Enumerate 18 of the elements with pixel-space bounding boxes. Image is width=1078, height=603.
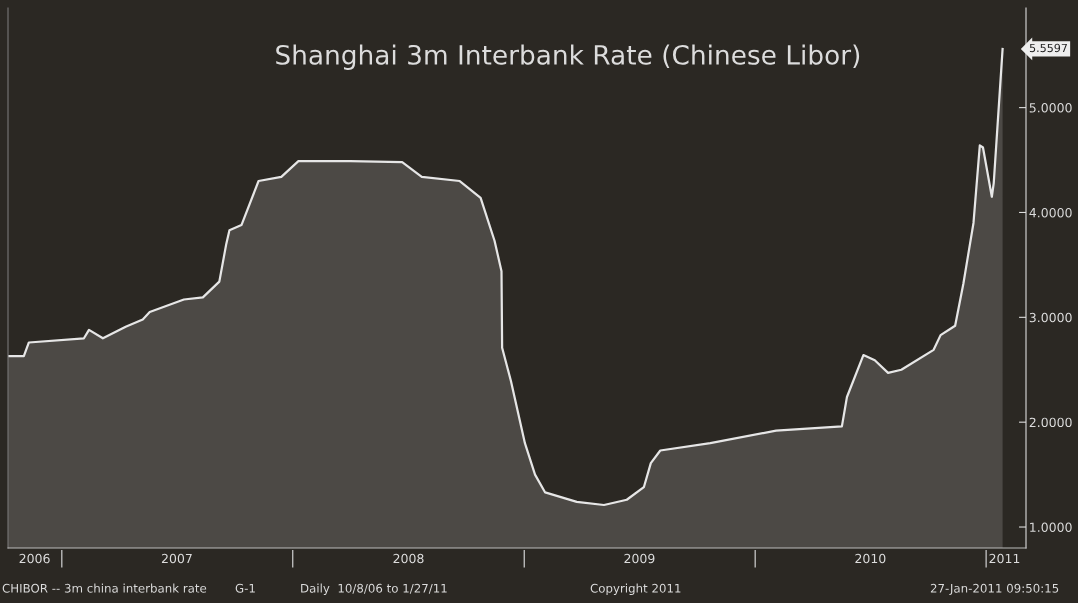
y-tick-label: 5.0000 bbox=[1029, 103, 1072, 113]
x-tick-label: 2011 bbox=[989, 553, 1020, 564]
x-tick-label: 2009 bbox=[624, 553, 655, 564]
text: 27-Jan-2011 09:50:15 bbox=[930, 583, 1059, 595]
x-tick-label: 2007 bbox=[161, 553, 192, 564]
text: G-1 bbox=[235, 583, 255, 593]
y-tick-label: 3.0000 bbox=[1029, 312, 1072, 323]
y-tick-label: 4.0000 bbox=[1029, 207, 1072, 218]
x-tick-label: 2010 bbox=[855, 553, 886, 564]
text: Copyright 2011 bbox=[590, 583, 681, 595]
x-tick-label: 2006 bbox=[19, 553, 50, 564]
x-tick-label: 2008 bbox=[393, 553, 424, 564]
y-tick-label: 2.0000 bbox=[1029, 417, 1072, 428]
text: Shanghai 3m Interbank Rate (Chinese Libor) bbox=[276, 44, 860, 70]
annotation: 5.5597 bbox=[1029, 43, 1067, 53]
text: CHIBOR -- 3m china interbank rate bbox=[2, 583, 207, 593]
text: Daily 10/8/06 to 1/27/11 bbox=[301, 583, 447, 595]
y-tick-label: 1.0000 bbox=[1030, 522, 1072, 532]
